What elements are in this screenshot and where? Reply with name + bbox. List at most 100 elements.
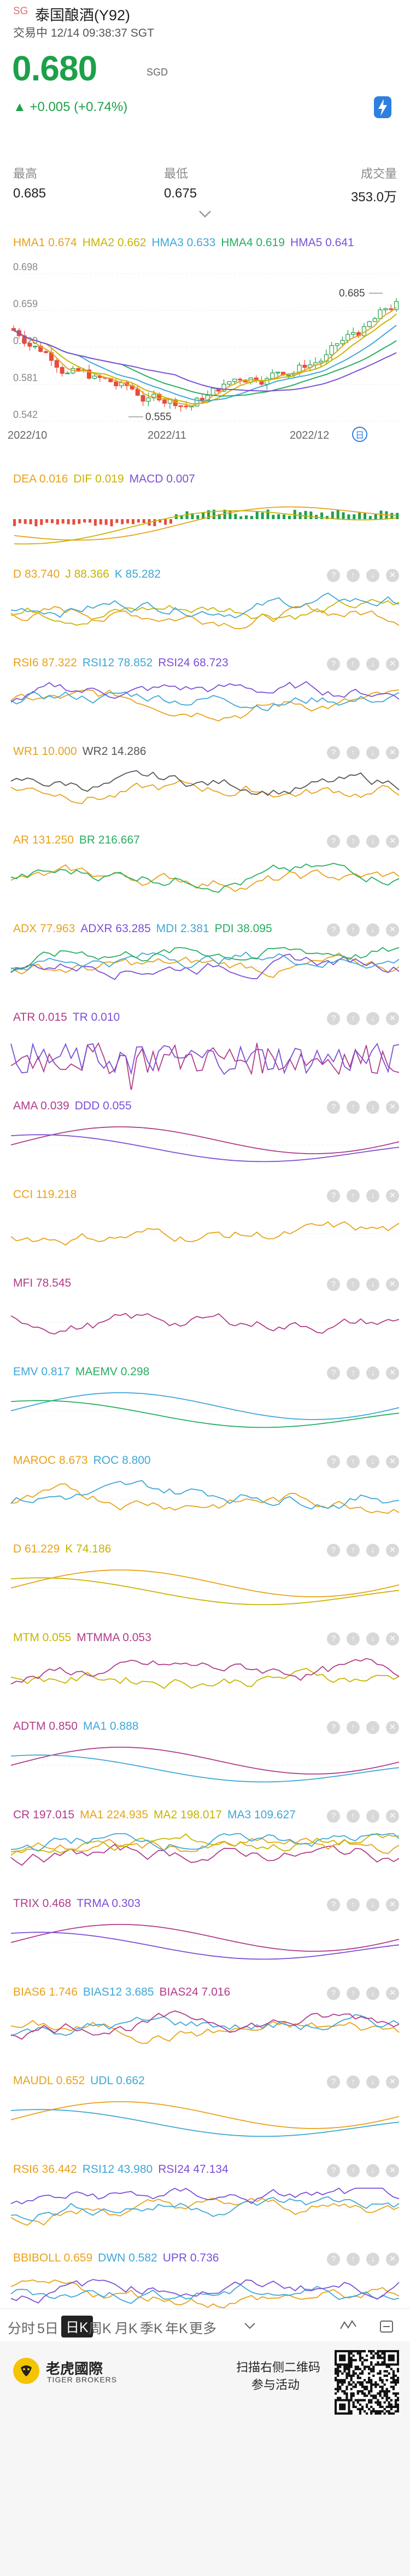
close-icon[interactable]: ✕	[386, 2253, 399, 2266]
indicator-chart-roc[interactable]	[0, 1444, 410, 1533]
close-icon[interactable]: ✕	[386, 1632, 399, 1645]
help-icon[interactable]: ?	[327, 746, 340, 759]
move-down-icon[interactable]: ↓	[366, 1366, 379, 1380]
close-icon[interactable]: ✕	[386, 2075, 399, 2089]
help-icon[interactable]: ?	[327, 569, 340, 582]
help-icon[interactable]: ?	[327, 2253, 340, 2266]
calendar-badge[interactable]: 日	[355, 431, 364, 440]
close-icon[interactable]: ✕	[386, 1189, 399, 1202]
close-icon[interactable]: ✕	[386, 1721, 399, 1734]
close-icon[interactable]: ✕	[386, 1898, 399, 1911]
move-down-icon[interactable]: ↓	[366, 835, 379, 848]
close-icon[interactable]: ✕	[386, 1012, 399, 1025]
indicator-chart-mtm[interactable]	[0, 1621, 410, 1710]
help-icon[interactable]: ?	[327, 1366, 340, 1380]
move-up-icon[interactable]: ↑	[347, 1987, 360, 2000]
indicator-chart-adtm[interactable]	[0, 1710, 410, 1799]
close-icon[interactable]: ✕	[386, 1810, 399, 1823]
help-icon[interactable]: ?	[327, 2075, 340, 2089]
move-down-icon[interactable]: ↓	[366, 1278, 379, 1291]
move-up-icon[interactable]: ↑	[347, 1366, 360, 1380]
close-icon[interactable]: ✕	[386, 1278, 399, 1291]
move-up-icon[interactable]: ↑	[347, 1632, 360, 1645]
move-up-icon[interactable]: ↑	[347, 1012, 360, 1025]
move-down-icon[interactable]: ↓	[366, 658, 379, 671]
indicator-chart-maudl[interactable]	[0, 2065, 410, 2153]
move-up-icon[interactable]: ↑	[347, 2253, 360, 2266]
close-icon[interactable]: ✕	[386, 658, 399, 671]
help-icon[interactable]: ?	[327, 1632, 340, 1645]
move-up-icon[interactable]: ↑	[347, 1721, 360, 1734]
move-up-icon[interactable]: ↑	[347, 835, 360, 848]
help-icon[interactable]: ?	[327, 1189, 340, 1202]
move-down-icon[interactable]: ↓	[366, 569, 379, 582]
close-icon[interactable]: ✕	[386, 746, 399, 759]
help-icon[interactable]: ?	[327, 1544, 340, 1557]
close-icon[interactable]: ✕	[386, 1455, 399, 1468]
indicator-chart-rsi2[interactable]	[0, 2153, 410, 2242]
tab-3[interactable]: 周K	[89, 2321, 112, 2336]
move-down-icon[interactable]: ↓	[366, 1455, 379, 1468]
move-down-icon[interactable]: ↓	[366, 1189, 379, 1202]
move-up-icon[interactable]: ↑	[347, 1101, 360, 1114]
indicator-chart-bbiboll[interactable]	[0, 2242, 410, 2330]
indicator-chart-kdj[interactable]	[0, 558, 410, 647]
expand-chevron-icon[interactable]	[196, 208, 214, 223]
move-down-icon[interactable]: ↓	[366, 746, 379, 759]
indicator-chart-bias[interactable]	[0, 1976, 410, 2065]
indicator-chart-arbr[interactable]	[0, 824, 410, 912]
move-up-icon[interactable]: ↑	[347, 1455, 360, 1468]
move-down-icon[interactable]: ↓	[366, 1012, 379, 1025]
help-icon[interactable]: ?	[327, 2164, 340, 2177]
move-down-icon[interactable]: ↓	[366, 2164, 379, 2177]
move-down-icon[interactable]: ↓	[366, 1721, 379, 1734]
indicator-chart-dmi[interactable]	[0, 912, 410, 1001]
close-icon[interactable]: ✕	[386, 1101, 399, 1114]
move-down-icon[interactable]: ↓	[366, 1898, 379, 1911]
help-icon[interactable]: ?	[327, 1987, 340, 2000]
bolt-icon[interactable]	[374, 96, 391, 118]
indicator-chart-trix[interactable]	[0, 1887, 410, 1976]
close-icon[interactable]: ✕	[386, 835, 399, 848]
move-down-icon[interactable]: ↓	[366, 1632, 379, 1645]
help-icon[interactable]: ?	[327, 1012, 340, 1025]
move-down-icon[interactable]: ↓	[366, 1810, 379, 1823]
move-up-icon[interactable]: ↑	[347, 923, 360, 937]
move-down-icon[interactable]: ↓	[366, 1987, 379, 2000]
indicator-chart-dea-macd[interactable]	[0, 469, 410, 558]
tab-1[interactable]: 5日	[37, 2321, 58, 2336]
move-up-icon[interactable]: ↑	[347, 569, 360, 582]
tab-6[interactable]: 年K	[165, 2321, 188, 2336]
move-up-icon[interactable]: ↑	[347, 658, 360, 671]
close-icon[interactable]: ✕	[386, 569, 399, 582]
candlestick-chart[interactable]: 0.6980.6590.6200.5810.5420.6850.5552022/…	[0, 257, 410, 476]
move-up-icon[interactable]: ↑	[347, 1810, 360, 1823]
chevron-down-icon[interactable]	[241, 2317, 259, 2335]
indicator-chart-rsi[interactable]	[0, 647, 410, 735]
indicator-line-icon[interactable]	[339, 2317, 358, 2335]
close-icon[interactable]: ✕	[386, 1987, 399, 2000]
help-icon[interactable]: ?	[327, 1455, 340, 1468]
move-up-icon[interactable]: ↑	[347, 1898, 360, 1911]
indicator-chart-atr[interactable]	[0, 1001, 410, 1090]
move-down-icon[interactable]: ↓	[366, 1544, 379, 1557]
move-up-icon[interactable]: ↑	[347, 2075, 360, 2089]
move-down-icon[interactable]: ↓	[366, 923, 379, 937]
help-icon[interactable]: ?	[327, 835, 340, 848]
move-up-icon[interactable]: ↑	[347, 1278, 360, 1291]
tab-7[interactable]: 更多	[189, 2321, 217, 2336]
help-icon[interactable]: ?	[327, 658, 340, 671]
indicator-chart-dk[interactable]	[0, 1533, 410, 1621]
help-icon[interactable]: ?	[327, 1101, 340, 1114]
move-down-icon[interactable]: ↓	[366, 2253, 379, 2266]
move-down-icon[interactable]: ↓	[366, 1101, 379, 1114]
move-down-icon[interactable]: ↓	[366, 2075, 379, 2089]
help-icon[interactable]: ?	[327, 1898, 340, 1911]
indicator-chart-wr[interactable]	[0, 735, 410, 824]
help-icon[interactable]: ?	[327, 1721, 340, 1734]
move-up-icon[interactable]: ↑	[347, 746, 360, 759]
qr-code[interactable]	[335, 2350, 400, 2415]
help-icon[interactable]: ?	[327, 923, 340, 937]
close-icon[interactable]: ✕	[386, 1366, 399, 1380]
indicator-chart-cr[interactable]	[0, 1799, 410, 1887]
